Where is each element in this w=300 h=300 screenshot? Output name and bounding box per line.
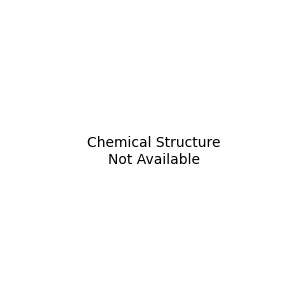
Text: Chemical Structure
Not Available: Chemical Structure Not Available bbox=[87, 136, 220, 166]
